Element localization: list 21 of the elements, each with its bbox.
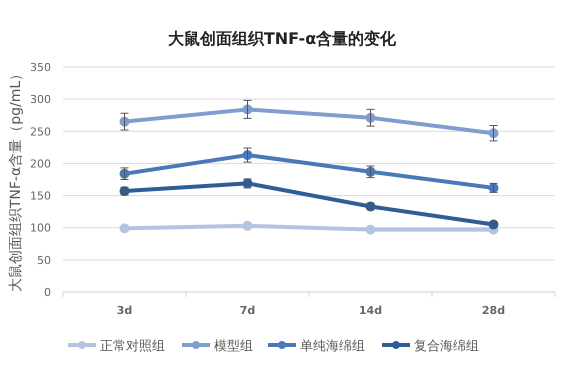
y-tick-label: 350 (30, 61, 51, 74)
point (366, 224, 376, 235)
y-tick-label: 50 (37, 254, 51, 267)
point (120, 223, 130, 234)
x-tick-label: 7d (240, 304, 256, 317)
legend-label: 单纯海绵组 (300, 339, 365, 354)
y-tick-label: 0 (44, 286, 51, 299)
chart-title: 大鼠创面组织TNF-α含量的变化 (168, 29, 398, 48)
y-tick-label: 300 (30, 93, 51, 106)
point (242, 220, 252, 231)
x-tick-label: 28d (482, 304, 506, 317)
legend-label: 复合海绵组 (414, 339, 479, 354)
x-tick-label: 14d (358, 304, 382, 317)
legend-label: 正常对照组 (100, 339, 165, 354)
x-tick-label: 3d (116, 304, 132, 317)
y-tick-label: 150 (30, 190, 51, 203)
y-axis-title: 大鼠创面组织TNF-α含量（pg/mL） (8, 66, 24, 292)
y-tick-label: 250 (30, 125, 51, 138)
y-tick-label: 200 (30, 157, 51, 170)
y-tick-label: 100 (30, 222, 51, 235)
legend-label: 模型组 (214, 339, 253, 354)
